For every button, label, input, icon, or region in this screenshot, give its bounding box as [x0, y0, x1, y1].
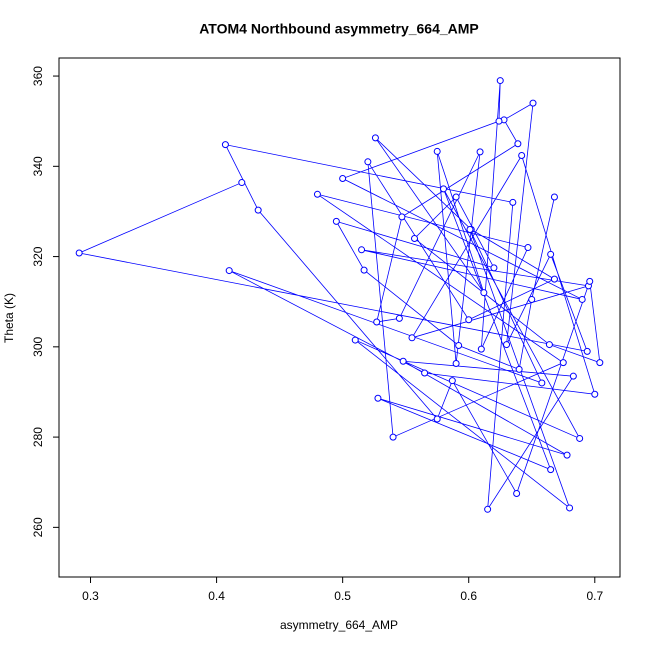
point	[360, 266, 368, 274]
y-tick-label: 340	[31, 156, 45, 176]
point	[452, 360, 460, 368]
point	[503, 341, 511, 349]
point	[373, 318, 381, 326]
point	[550, 193, 558, 201]
point	[596, 359, 604, 367]
point	[547, 466, 555, 474]
point	[351, 336, 359, 344]
point	[332, 217, 340, 225]
point	[578, 295, 586, 303]
x-tick-label: 0.6	[460, 589, 477, 603]
point	[559, 359, 567, 367]
point	[238, 179, 246, 187]
point	[452, 193, 460, 201]
point	[389, 433, 397, 441]
chart-title: ATOM4 Northbound asymmetry_664_AMP	[199, 21, 479, 37]
point	[528, 295, 536, 303]
point	[586, 277, 594, 285]
point	[576, 434, 584, 442]
point	[75, 249, 83, 257]
point	[313, 190, 321, 198]
point	[476, 148, 484, 156]
point	[408, 334, 416, 342]
y-tick-label: 320	[31, 246, 45, 266]
point	[513, 490, 521, 498]
point	[466, 225, 474, 233]
point	[395, 314, 403, 322]
point	[421, 369, 429, 377]
point	[514, 140, 522, 148]
point	[221, 141, 229, 149]
point	[371, 134, 379, 142]
y-tick-label: 360	[31, 66, 45, 86]
point	[358, 246, 366, 254]
point	[339, 174, 347, 182]
point	[465, 316, 473, 324]
x-tick-label: 0.3	[82, 589, 99, 603]
point	[569, 372, 577, 380]
point	[563, 451, 571, 459]
x-tick-label: 0.5	[334, 589, 351, 603]
point	[538, 379, 546, 387]
y-tick-label: 300	[31, 337, 45, 357]
point	[509, 198, 517, 206]
point	[524, 244, 532, 252]
x-axis-label: asymmetry_664_AMP	[280, 618, 398, 632]
point	[440, 185, 448, 193]
point	[254, 206, 262, 214]
point	[566, 504, 574, 512]
x-tick-label: 0.4	[208, 589, 225, 603]
point	[583, 347, 591, 355]
x-tick-label: 0.7	[586, 589, 603, 603]
point	[448, 377, 456, 385]
point	[529, 99, 537, 107]
point	[374, 394, 382, 402]
point	[398, 213, 406, 221]
plot-box	[58, 57, 621, 578]
point	[518, 151, 526, 159]
point	[547, 250, 555, 258]
series-line	[77, 80, 601, 510]
point	[496, 77, 504, 85]
point	[550, 275, 558, 283]
point	[225, 267, 233, 275]
point	[515, 365, 523, 373]
point	[399, 357, 407, 365]
point	[480, 289, 488, 297]
point	[490, 264, 498, 272]
point	[455, 341, 463, 349]
point	[364, 158, 372, 166]
point	[591, 390, 599, 398]
point	[411, 235, 419, 243]
y-tick-label: 280	[31, 427, 45, 447]
point	[495, 117, 503, 125]
point	[477, 345, 485, 353]
point	[484, 505, 492, 513]
point	[433, 147, 441, 155]
point	[545, 341, 553, 349]
y-tick-label: 260	[31, 517, 45, 537]
y-axis-label: Theta (K)	[2, 293, 16, 343]
point	[433, 415, 441, 423]
